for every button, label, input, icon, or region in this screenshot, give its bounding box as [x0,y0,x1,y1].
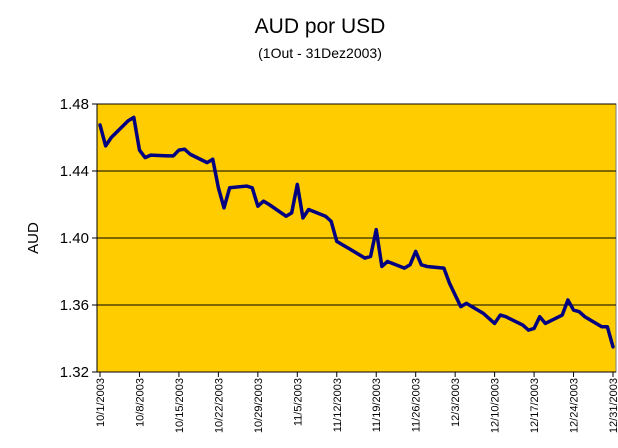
y-tick-label: 1.44 [60,163,89,180]
y-axis-label: AUD [25,222,42,254]
x-tick-label: 10/22/2003 [213,378,225,433]
line-series [98,115,615,349]
x-tick-label: 12/17/2003 [529,378,541,433]
y-tick-label: 1.48 [60,96,89,113]
x-tick-label: 10/1/2003 [95,378,107,427]
y-tick-label: 1.36 [60,297,89,314]
x-tick-label: 12/24/2003 [569,378,581,433]
x-tick-label: 12/3/2003 [450,378,462,427]
x-tick-label: 10/8/2003 [134,378,146,427]
x-tick-label: 11/5/2003 [292,378,304,426]
x-tick-label: 12/31/2003 [608,378,618,433]
y-tick-label: 1.32 [60,364,89,381]
x-tick-label: 11/19/2003 [371,378,383,432]
x-tick-label: 11/26/2003 [411,378,423,432]
chart-title: AUD por USD [255,15,386,38]
chart-subtitle: (1Out - 31Dez2003) [258,45,382,61]
x-tick-label: 10/29/2003 [253,378,265,433]
x-tick-label: 10/15/2003 [174,378,186,433]
x-tick-label: 12/10/2003 [490,378,502,433]
x-tick-label: 11/12/2003 [332,378,344,432]
y-tick-label: 1.40 [60,230,89,247]
